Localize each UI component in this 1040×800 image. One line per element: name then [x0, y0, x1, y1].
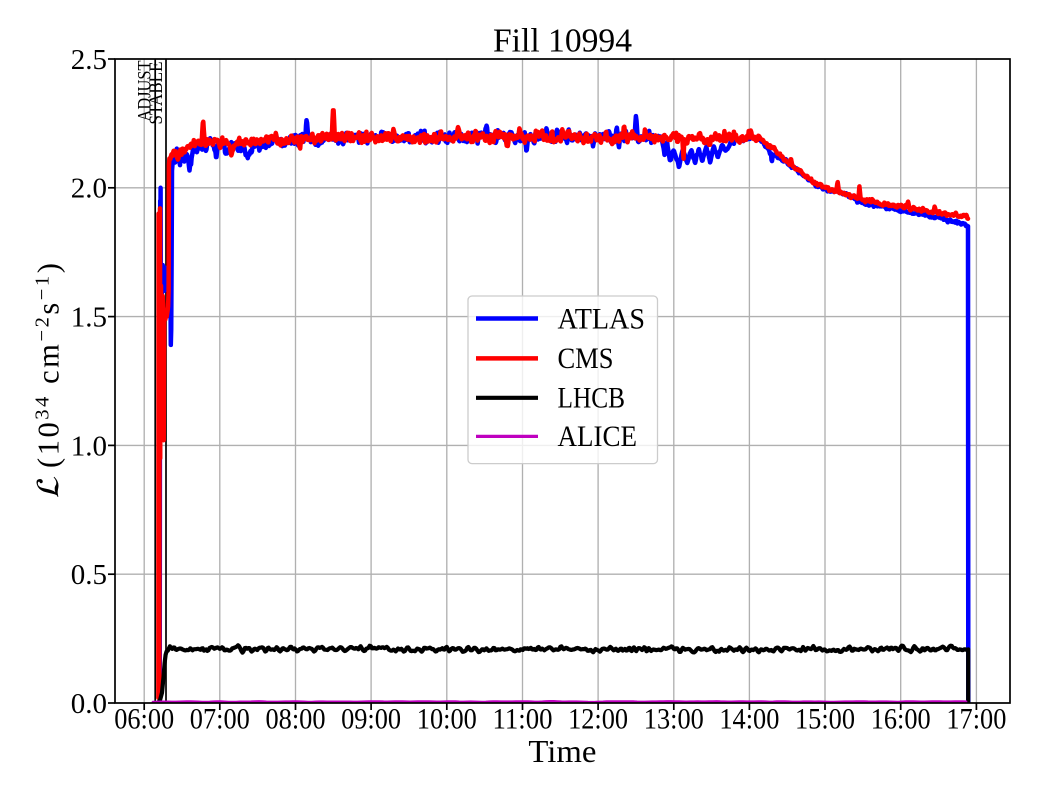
svg-text:10:00: 10:00 — [417, 703, 477, 736]
svg-text:STABLE: STABLE — [147, 62, 167, 125]
svg-text:17:00: 17:00 — [946, 703, 1006, 736]
svg-text:1.5: 1.5 — [71, 302, 107, 334]
svg-text:Time: Time — [528, 733, 596, 769]
svg-text:0.0: 0.0 — [71, 688, 107, 720]
svg-text:11:00: 11:00 — [493, 703, 553, 736]
svg-text:(1034 cm−2s−1): (1034 cm−2s−1) — [32, 261, 66, 468]
svg-text:1.0: 1.0 — [71, 430, 107, 462]
svg-text:Fill 10994: Fill 10994 — [493, 22, 632, 59]
svg-text:13:00: 13:00 — [644, 703, 704, 736]
svg-text:06:00: 06:00 — [114, 703, 174, 736]
svg-text:2.0: 2.0 — [71, 173, 107, 205]
svg-text:12:00: 12:00 — [568, 703, 628, 736]
svg-text:09:00: 09:00 — [341, 703, 401, 736]
svg-text:07:00: 07:00 — [190, 703, 250, 736]
svg-text:2.5: 2.5 — [71, 44, 107, 76]
svg-text:0.5: 0.5 — [71, 559, 107, 591]
svg-text:ATLAS: ATLAS — [558, 302, 646, 335]
svg-text:ADJUST: ADJUST — [136, 61, 156, 122]
svg-text:16:00: 16:00 — [871, 703, 931, 736]
svg-text:14:00: 14:00 — [719, 703, 779, 736]
svg-text:LHCB: LHCB — [558, 382, 626, 415]
svg-text:ALICE: ALICE — [558, 420, 638, 453]
svg-text:15:00: 15:00 — [795, 703, 855, 736]
svg-text:08:00: 08:00 — [266, 703, 326, 736]
svg-text:CMS: CMS — [558, 342, 614, 375]
